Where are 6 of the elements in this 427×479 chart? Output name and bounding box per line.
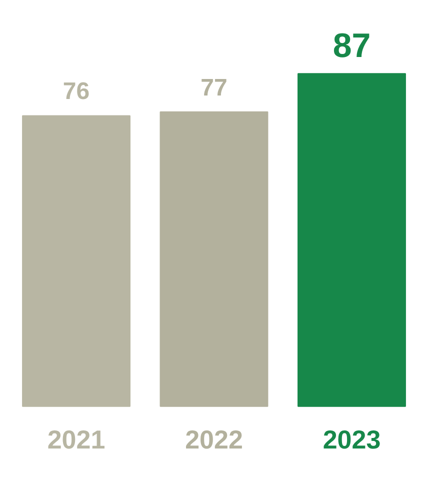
data-label: 77 xyxy=(200,74,228,102)
x-tick-label: 2023 xyxy=(322,424,381,455)
x-tick-label: 2022 xyxy=(185,424,243,455)
data-label: 76 xyxy=(62,78,90,106)
data-label: 87 xyxy=(332,27,371,66)
x-tick-label: 2021 xyxy=(47,424,106,455)
